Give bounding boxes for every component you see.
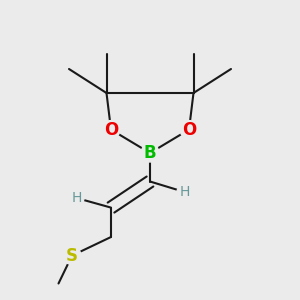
Circle shape <box>63 247 81 265</box>
Text: B: B <box>144 144 156 162</box>
Circle shape <box>177 184 192 200</box>
Text: H: H <box>179 185 190 199</box>
Text: O: O <box>182 121 196 139</box>
Circle shape <box>141 144 159 162</box>
Circle shape <box>69 190 84 206</box>
Text: H: H <box>71 191 82 205</box>
Circle shape <box>102 121 120 139</box>
Circle shape <box>180 121 198 139</box>
Text: O: O <box>104 121 118 139</box>
Text: S: S <box>66 247 78 265</box>
